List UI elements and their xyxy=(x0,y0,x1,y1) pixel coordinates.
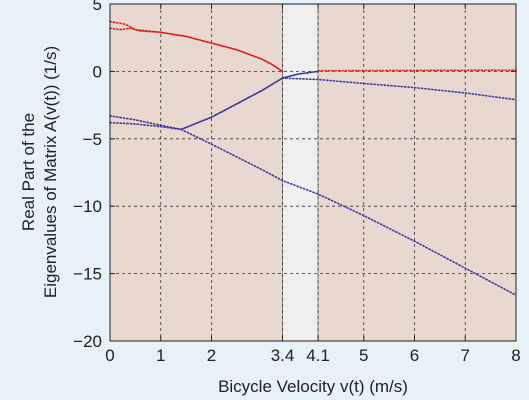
x-tick-label: 7 xyxy=(461,346,470,365)
x-axis-ticks: 0 1 2 3.4 4.1 5 6 7 8 xyxy=(105,4,521,365)
y-axis-title-line1: Real Part of the xyxy=(19,113,38,231)
x-tick-label: 1 xyxy=(156,346,165,365)
x-tick-label: 5 xyxy=(359,346,368,365)
x-axis-title: Bicycle Velocity v(t) (m/s) xyxy=(218,377,408,396)
y-tick-label: −20 xyxy=(73,332,102,351)
x-tick-label: 4.1 xyxy=(306,346,330,365)
grid-lines xyxy=(110,4,516,341)
shaded-band xyxy=(282,3,319,342)
y-tick-label: −5 xyxy=(83,130,102,149)
x-tick-label: 2 xyxy=(207,346,216,365)
y-tick-label: −15 xyxy=(73,265,102,284)
x-tick-label: 0 xyxy=(105,346,114,365)
y-axis-ticks: 5 0 −5 −10 −15 −20 xyxy=(73,0,516,351)
y-tick-label: −10 xyxy=(73,197,102,216)
y-axis-title-line2: Eigenvalues of Matrix A(v(t)) (1/s) xyxy=(41,46,60,298)
series-line-2 xyxy=(317,69,517,72)
series-line-5 xyxy=(281,77,517,101)
x-tick-label: 6 xyxy=(410,346,419,365)
x-tick-label: 3.4 xyxy=(271,346,295,365)
series-line-6 xyxy=(180,128,517,297)
series-line-1 xyxy=(109,27,284,73)
y-tick-label: 0 xyxy=(93,62,102,81)
plot-frame xyxy=(109,3,517,342)
y-tick-label: 5 xyxy=(93,0,102,14)
series-group xyxy=(109,20,517,297)
x-tick-label: 8 xyxy=(511,346,520,365)
series-line-4 xyxy=(109,70,319,131)
